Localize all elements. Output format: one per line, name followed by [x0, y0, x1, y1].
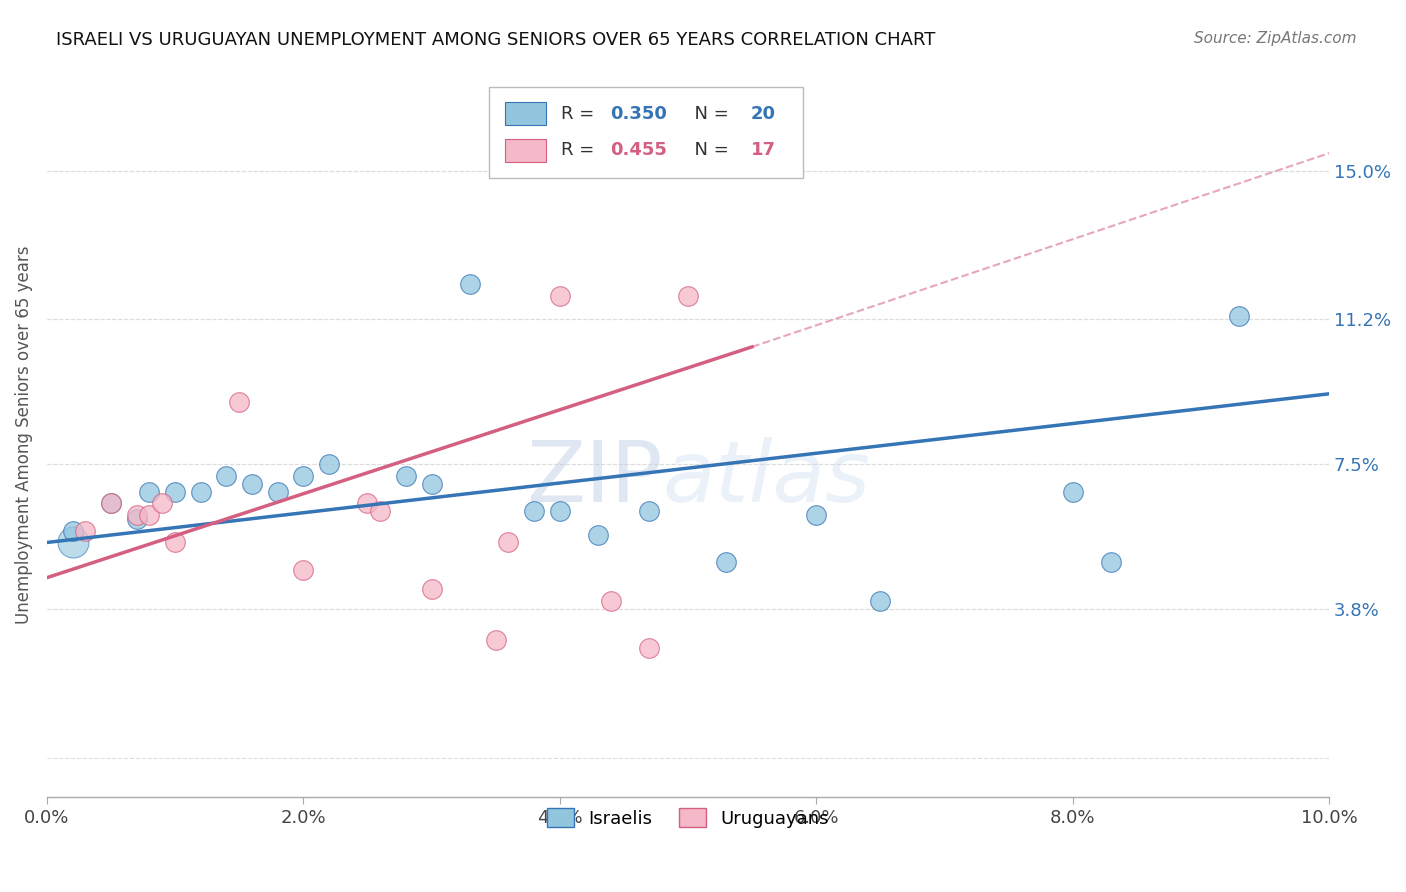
Point: [869, 594, 891, 608]
FancyBboxPatch shape: [505, 102, 546, 125]
Point: [420, 582, 443, 597]
Legend: Israelis, Uruguayans: Israelis, Uruguayans: [540, 801, 837, 835]
Point: [100, 496, 122, 510]
Text: 20: 20: [751, 104, 776, 122]
Point: [125, 512, 148, 526]
Point: [150, 496, 173, 510]
Text: N =: N =: [683, 104, 734, 122]
Point: [125, 508, 148, 522]
Point: [1227, 309, 1250, 323]
Point: [356, 496, 378, 510]
Point: [165, 535, 187, 549]
Point: [190, 484, 212, 499]
Point: [676, 289, 699, 303]
Point: [638, 641, 661, 656]
Point: [266, 484, 288, 499]
Text: 17: 17: [751, 142, 776, 160]
Point: [804, 508, 827, 522]
Point: [458, 277, 481, 292]
Point: [600, 594, 623, 608]
Point: [318, 457, 340, 471]
Point: [548, 289, 571, 303]
Point: [1062, 484, 1084, 499]
Point: [420, 476, 443, 491]
Text: ISRAELI VS URUGUAYAN UNEMPLOYMENT AMONG SENIORS OVER 65 YEARS CORRELATION CHART: ISRAELI VS URUGUAYAN UNEMPLOYMENT AMONG …: [56, 31, 935, 49]
Point: [548, 504, 571, 518]
Point: [165, 484, 187, 499]
Point: [292, 469, 315, 483]
Text: 0.455: 0.455: [610, 142, 666, 160]
Point: [498, 535, 520, 549]
Point: [100, 496, 122, 510]
Point: [586, 527, 609, 541]
Text: atlas: atlas: [662, 437, 870, 520]
Point: [1099, 555, 1122, 569]
FancyBboxPatch shape: [489, 87, 803, 178]
Point: [523, 504, 546, 518]
Point: [368, 504, 391, 518]
Text: R =: R =: [561, 142, 600, 160]
FancyBboxPatch shape: [505, 139, 546, 162]
Y-axis label: Unemployment Among Seniors over 65 years: Unemployment Among Seniors over 65 years: [15, 245, 32, 624]
Point: [75, 524, 97, 538]
Point: [292, 563, 315, 577]
Text: R =: R =: [561, 104, 600, 122]
Text: N =: N =: [683, 142, 734, 160]
Point: [485, 633, 508, 648]
Text: ZIP: ZIP: [526, 437, 662, 520]
Point: [395, 469, 418, 483]
Point: [62, 524, 84, 538]
Point: [228, 394, 250, 409]
Text: 0.350: 0.350: [610, 104, 666, 122]
Point: [638, 504, 661, 518]
Point: [138, 508, 160, 522]
Point: [138, 484, 160, 499]
Point: [62, 535, 84, 549]
Point: [716, 555, 738, 569]
Point: [215, 469, 238, 483]
Point: [240, 476, 263, 491]
Text: Source: ZipAtlas.com: Source: ZipAtlas.com: [1194, 31, 1357, 46]
